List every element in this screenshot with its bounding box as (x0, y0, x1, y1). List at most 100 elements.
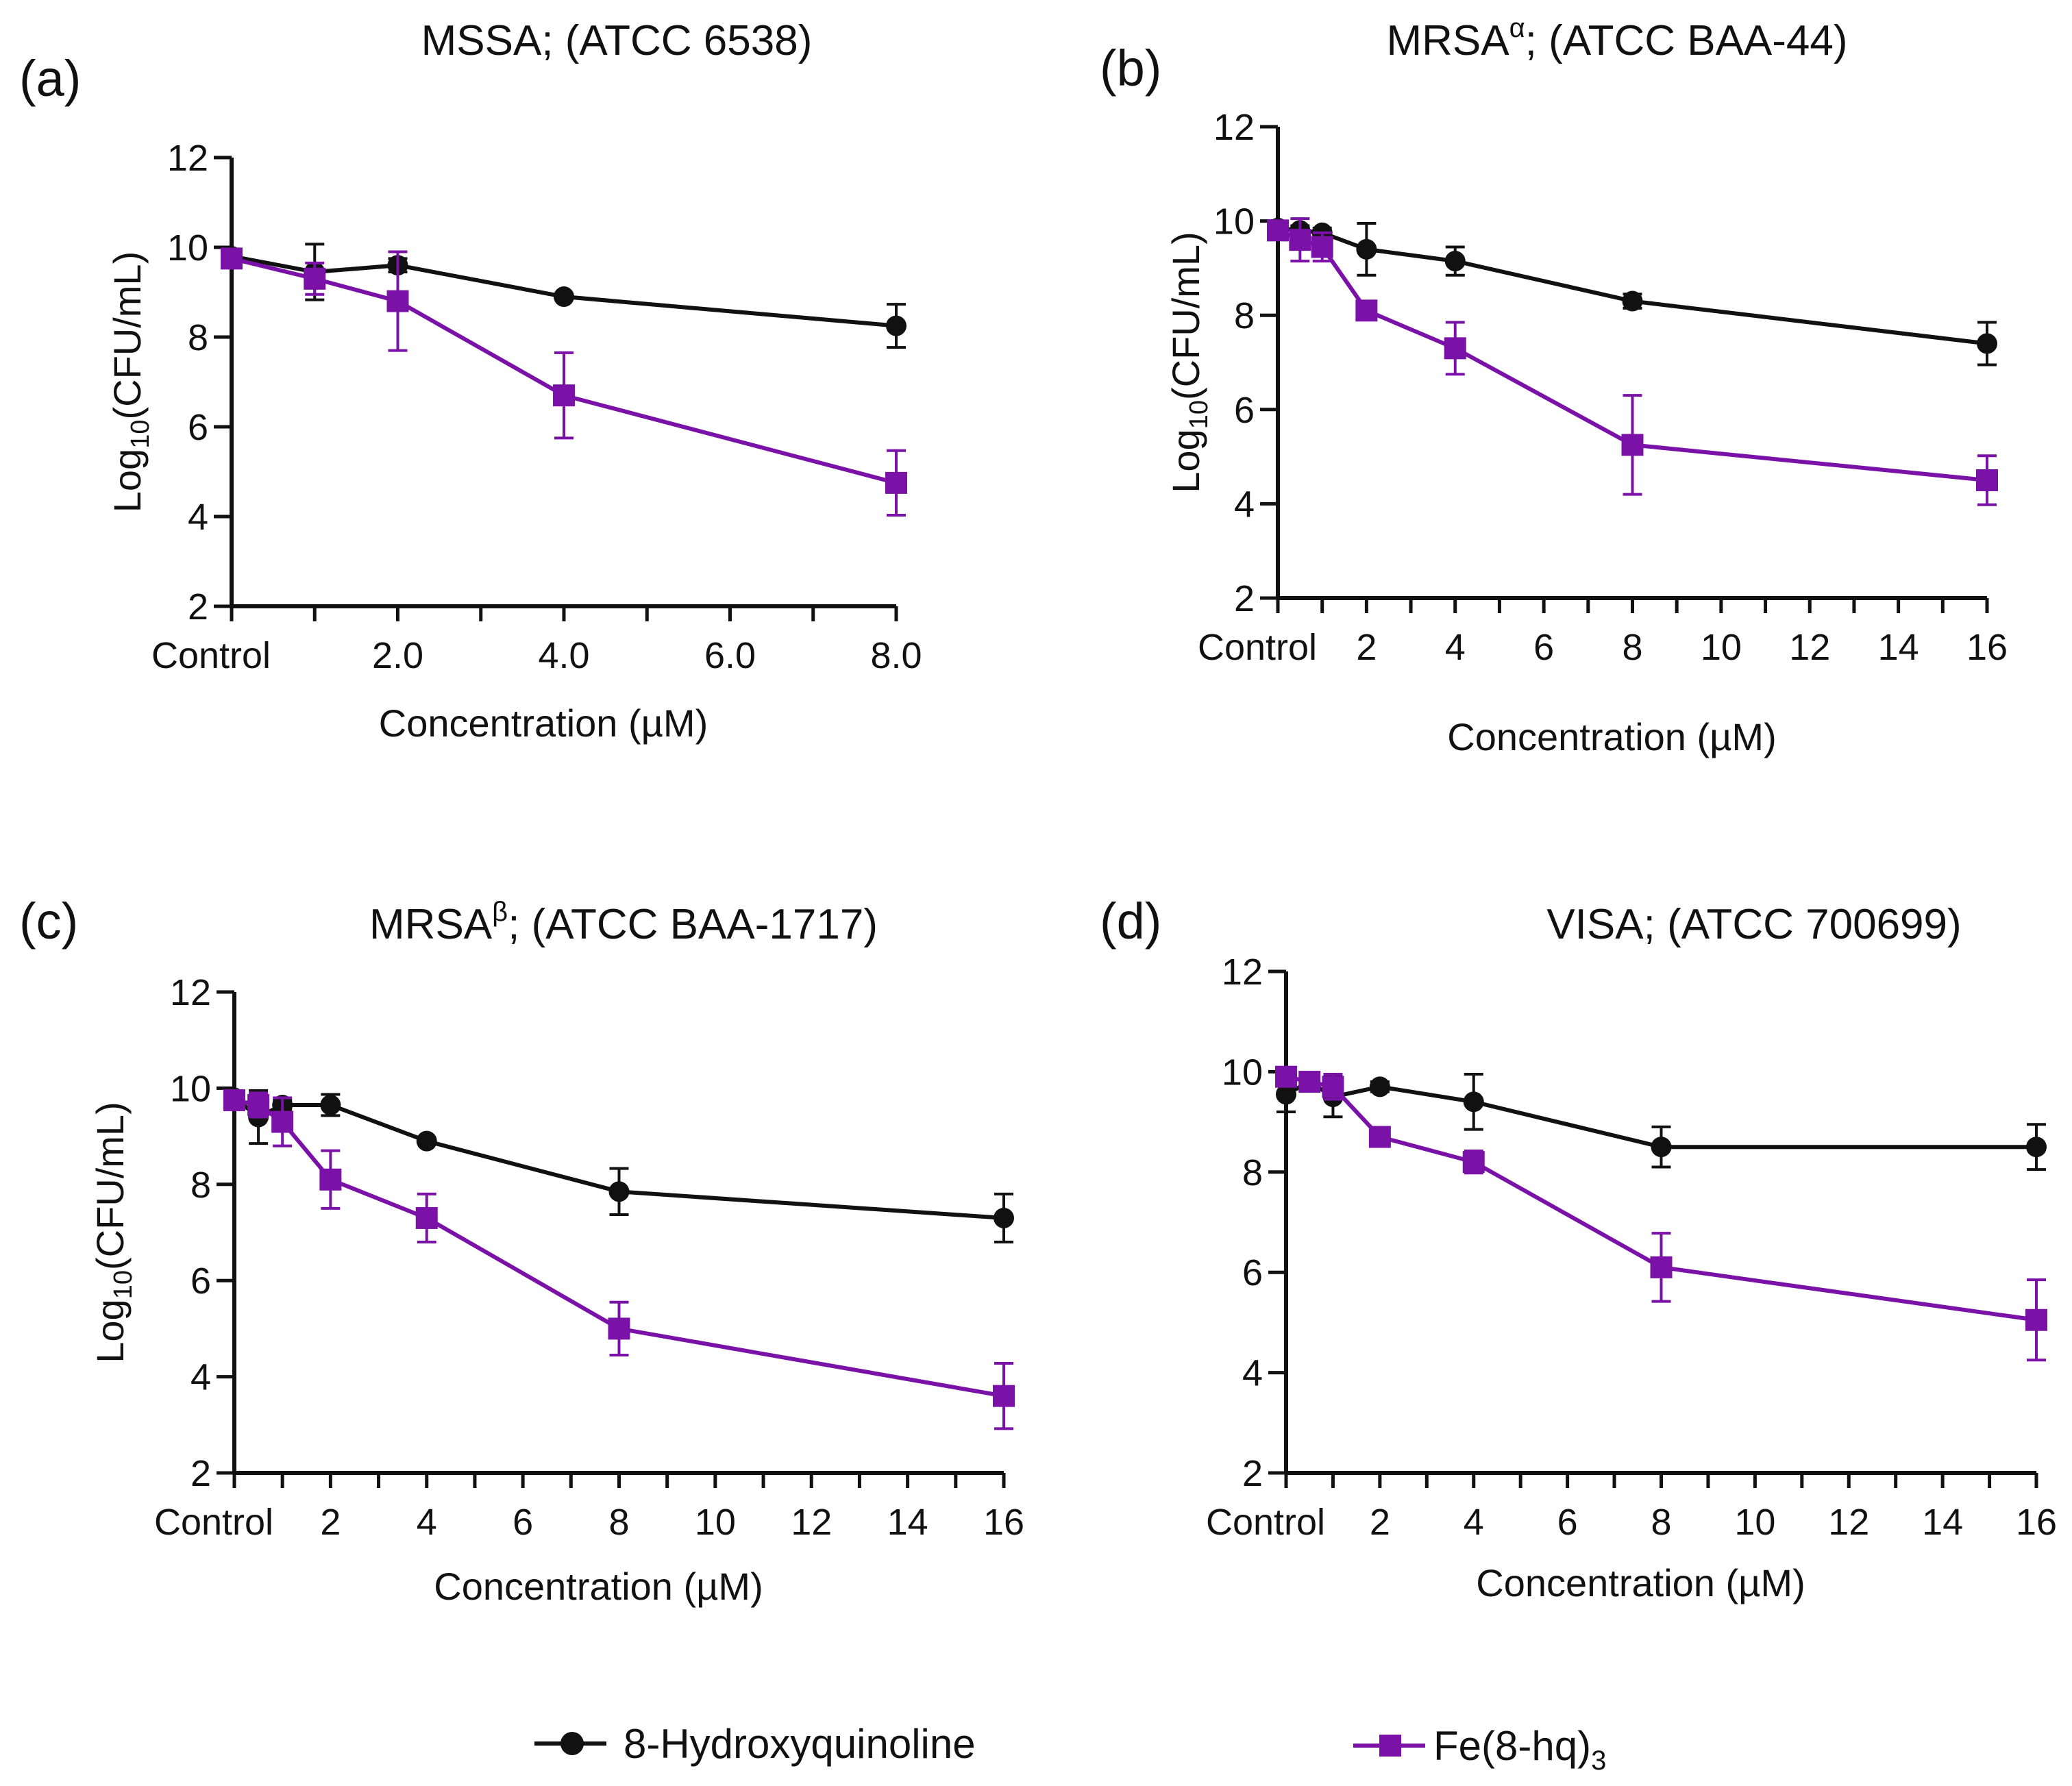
data-point (1976, 469, 1998, 491)
y-tick-label: 12 (1213, 107, 1255, 148)
data-point (1311, 236, 1333, 258)
y-tick-label: 2 (1234, 578, 1255, 619)
data-point (1462, 1151, 1485, 1174)
data-point (416, 1130, 437, 1152)
y-label-main: Log (88, 1299, 132, 1363)
data-point (386, 290, 409, 312)
y-tick-label: 10 (170, 1068, 211, 1109)
x-tick-label: Control (1198, 627, 1317, 668)
y-tick-label: 6 (1234, 390, 1255, 431)
data-point (1444, 337, 1466, 360)
x-tick-label: Control (151, 635, 271, 676)
x-tick-label: 16 (2016, 1502, 2057, 1543)
x-tick-label: 8 (1651, 1502, 1671, 1543)
data-point (1621, 434, 1644, 456)
series-fe-8-hq-3 (1267, 217, 1998, 506)
y-tick-label: 12 (170, 972, 211, 1013)
x-tick-label: 6 (513, 1502, 533, 1543)
data-point (554, 286, 574, 308)
y-tick-label: 8 (1234, 295, 1255, 336)
panel-b: (b) MRSAα; (ATCC BAA-44) 2 4 6 8 10 12 Control 2 4… (1100, 13, 2008, 758)
x-tick-label: 12 (1828, 1502, 1869, 1543)
x-tick-label: Control (154, 1502, 273, 1543)
series-fe-8-hq-3 (1275, 1065, 2047, 1362)
y-tick-label: 2 (188, 586, 208, 628)
x-tick-label: 6 (1557, 1502, 1578, 1543)
y-axis-label: Log10(CFU/mL) (1164, 232, 1213, 493)
data-point (304, 267, 326, 290)
data-point (1322, 1076, 1344, 1098)
x-tick-label: 4.0 (538, 635, 589, 676)
x-tick-label: 16 (983, 1502, 1024, 1543)
x-tick-label: 2 (1370, 1502, 1390, 1543)
panel-c: (c) MRSAβ; (ATCC BAA-1717) 2 4 6 8 10 12 Control… (19, 893, 1024, 1608)
data-point (1977, 333, 1997, 354)
data-point (1289, 229, 1311, 251)
data-point (2026, 1137, 2047, 1158)
series-fe-8-hq-3 (223, 1089, 1015, 1430)
x-tick-label: 4 (1464, 1502, 1484, 1543)
y-tick-label: 10 (1222, 1052, 1263, 1093)
y-label-main: Log (1164, 429, 1207, 493)
legend-fe-label-main: Fe(8-hq) (1433, 1723, 1591, 1769)
y-label-subscript: 10 (109, 1270, 138, 1299)
data-point (319, 1168, 342, 1191)
y-tick-label: 4 (190, 1357, 211, 1398)
data-point (608, 1181, 630, 1202)
x-tick-label: 10 (1734, 1502, 1775, 1543)
data-point (1275, 1065, 1297, 1088)
y-label-main: Log (106, 449, 149, 512)
x-tick-label: 2 (320, 1502, 341, 1543)
data-point (1267, 219, 1289, 242)
y-axis-label: Log10(CFU/mL) (106, 251, 155, 512)
y-tick-label: 10 (167, 227, 208, 269)
y-tick-label: 8 (190, 1165, 211, 1206)
panel-title: VISA; (ATCC 700699) (1546, 901, 1961, 948)
x-tick-label: 4 (1445, 627, 1466, 668)
y-tick-label: 4 (1242, 1353, 1263, 1394)
data-point (993, 1385, 1015, 1407)
data-point (1622, 290, 1643, 312)
y-axis-label: Log10(CFU/mL) (88, 1102, 138, 1363)
y-tick-label: 6 (188, 407, 208, 448)
title-superscript: α (1509, 13, 1525, 43)
title-rest: ; (ATCC BAA-44) (1525, 17, 1848, 64)
y-tick-label: 10 (1213, 201, 1255, 243)
title-main: VISA (1546, 901, 1644, 948)
y-tick-label: 8 (188, 317, 208, 358)
series-8-hydroxyquinoline (1276, 1071, 2047, 1171)
legend-fe-label-sub: 3 (1591, 1746, 1606, 1776)
legend-hq-label: 8-Hydroxyquinoline (624, 1721, 976, 1767)
data-point (415, 1206, 438, 1229)
y-tick-label: 4 (188, 497, 208, 538)
data-point (1650, 1256, 1673, 1278)
x-tick-label: 6.0 (704, 635, 756, 676)
panel-title: MRSAα; (ATCC BAA-44) (1386, 13, 1847, 64)
x-tick-label: 8 (608, 1502, 629, 1543)
legend-hq-marker (560, 1732, 584, 1755)
legend-fe-label: Fe(8-hq)3 (1433, 1723, 1606, 1776)
x-tick-label: 12 (1789, 627, 1830, 668)
x-tick-label: 14 (1922, 1502, 1963, 1543)
data-point (221, 247, 243, 270)
panel-label: (d) (1100, 893, 1161, 950)
title-main: MSSA (421, 17, 542, 64)
data-point (1356, 238, 1377, 260)
data-point (2025, 1309, 2047, 1331)
x-axis-label: Concentration (µM) (379, 702, 708, 745)
x-tick-label: 16 (1966, 627, 2008, 668)
data-point (320, 1094, 341, 1115)
series-fe-8-hq-3 (221, 247, 907, 517)
x-tick-label: 10 (1701, 627, 1742, 668)
data-point (1444, 251, 1466, 272)
y-tick-label: 12 (167, 138, 208, 179)
x-tick-label: 6 (1533, 627, 1554, 668)
panel-d: (d) VISA; (ATCC 700699) 2 4 6 8 10 12 Control 2 4 6… (1100, 893, 2057, 1604)
data-point (1298, 1071, 1321, 1093)
x-tick-label: 8 (1622, 627, 1642, 668)
data-point (553, 384, 575, 407)
data-point (885, 471, 907, 494)
data-point (1369, 1076, 1390, 1097)
x-tick-label: 10 (695, 1502, 736, 1543)
